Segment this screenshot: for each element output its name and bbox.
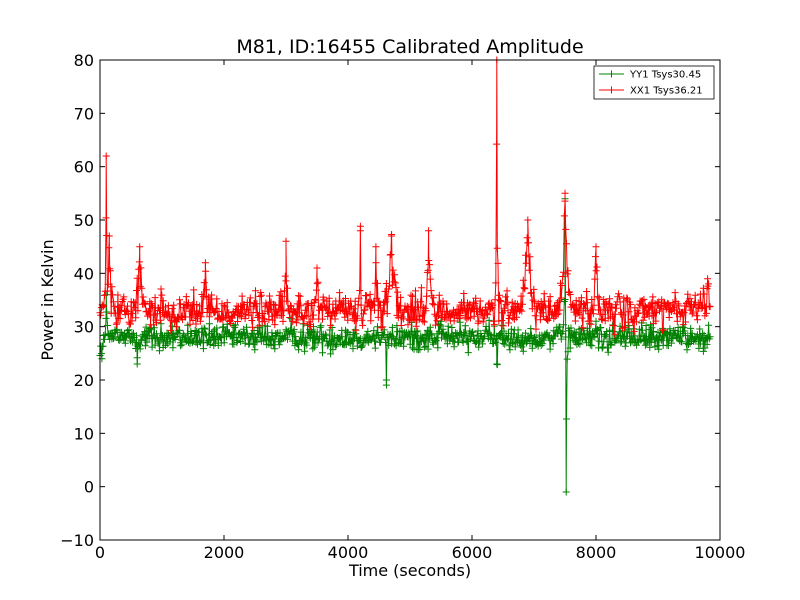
x-tick-label: 0 [95,543,105,562]
y-tick-label: 20 [74,371,94,390]
y-tick-label: 60 [74,158,94,177]
plot-frame [99,59,721,541]
chart-title: M81, ID:16455 Calibrated Amplitude [236,36,583,58]
x-tick-label: 6000 [452,543,493,562]
y-tick-label: 10 [74,424,94,443]
y-tick-label: 40 [74,264,94,283]
y-axis: −10 0 10 20 30 40 50 60 70 80 [60,51,720,550]
legend-marker-yy1 [608,70,615,78]
y-axis-title: Power in Kelvin [38,239,57,360]
legend-marker-xx1 [608,86,615,94]
y-tick-label: 30 [74,318,94,337]
y-tick-label: −10 [60,531,94,550]
y-tick-label: 0 [84,478,94,497]
x-axis: 0 2000 4000 6000 8000 10000 [95,60,746,562]
x-tick-label: 4000 [328,543,369,562]
legend-label-yy1: YY1 Tsys30.45 [629,70,701,81]
x-axis-title: Time (seconds) [348,561,471,580]
x-tick-label: 8000 [576,543,617,562]
y-tick-label: 50 [74,211,94,230]
legend: YY1 Tsys30.45 XX1 Tsys36.21 [593,65,715,100]
legend-label-xx1: XX1 Tsys36.21 [630,86,703,97]
x-tick-label: 2000 [204,543,245,562]
plot-area [96,56,721,541]
series-yy1 [96,195,714,496]
y-tick-label: 80 [74,51,94,70]
legend-frame [593,65,715,100]
x-tick-label: 10000 [695,543,746,562]
y-tick-label: 70 [74,104,94,123]
